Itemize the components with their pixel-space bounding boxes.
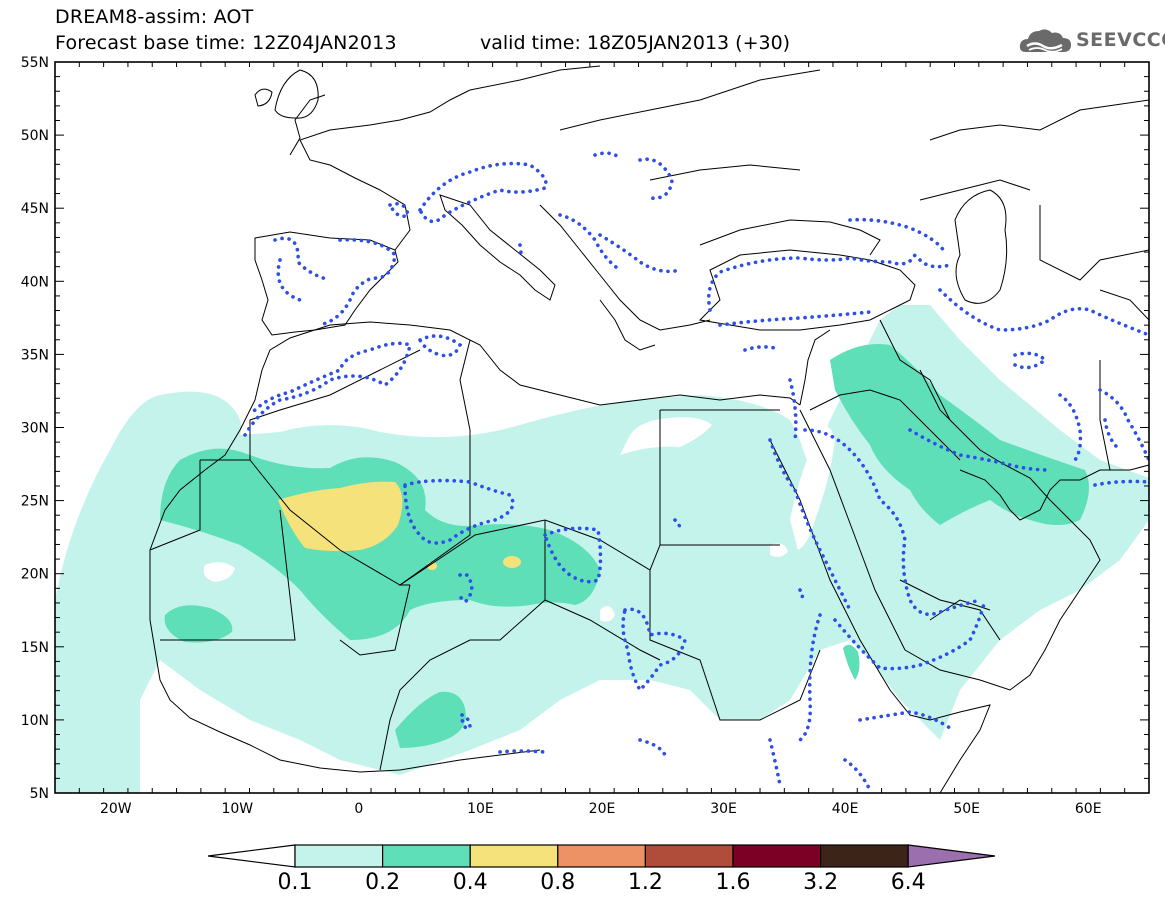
lat-tick-label: 25N	[21, 494, 49, 510]
lon-tick-label: 30E	[710, 801, 737, 817]
axis-ticks: 20W 10W 0 10E 20E 30E 40E 50E 60E 55N 50N 45N 40N 35N…	[21, 55, 1150, 817]
lat-tick-label: 15N	[21, 640, 49, 656]
map-title: DREAM8-assim: AOT	[55, 6, 254, 28]
lon-tick-label: 40E	[832, 801, 859, 817]
lat-tick-label: 40N	[21, 274, 49, 290]
lat-tick-label: 30N	[21, 421, 49, 437]
colorbar-label: 1.2	[627, 870, 663, 895]
lon-tick-label: 60E	[1075, 801, 1102, 817]
lat-tick-label: 35N	[21, 347, 49, 363]
valid-time: valid time: 18Z05JAN2013 (+30)	[480, 32, 791, 54]
colorbar-arrow-high	[907, 844, 996, 868]
lat-tick-label: 55N	[21, 55, 49, 71]
lon-tick-label: 0	[354, 801, 363, 817]
lon-tick-label: 10W	[221, 801, 253, 817]
lon-tick-label: 10E	[467, 801, 494, 817]
colorbar-label: 0.2	[365, 870, 401, 895]
colorbar-box	[294, 844, 384, 868]
coastlines	[149, 65, 1149, 793]
colorbar-label: 1.6	[715, 870, 751, 895]
seevccc-logo: SEEVCCC	[1018, 24, 1165, 58]
aot-shading-0-2	[160, 344, 1089, 748]
colorbar-label: 0.1	[277, 870, 313, 895]
lat-tick-label: 45N	[21, 201, 49, 217]
logo-text: SEEVCCC	[1076, 29, 1165, 51]
colorbar-label: 0.4	[452, 870, 488, 895]
lon-tick-label: 20W	[100, 801, 132, 817]
lon-tick-label: 50E	[953, 801, 980, 817]
colorbar	[207, 844, 996, 868]
lon-tick-label: 20E	[589, 801, 616, 817]
colorbar-box	[644, 844, 734, 868]
aot-dotted-contours	[243, 151, 1149, 792]
colorbar-arrow-low	[207, 844, 296, 868]
colorbar-box	[469, 844, 559, 868]
aot-shading-0-4	[278, 481, 521, 570]
lat-tick-label: 5N	[30, 786, 49, 802]
colorbar-box	[819, 844, 909, 868]
colorbar-label: 3.2	[803, 870, 839, 895]
colorbar-box	[732, 844, 822, 868]
colorbar-label: 0.8	[540, 870, 576, 895]
colorbar-label: 6.4	[890, 870, 926, 895]
lat-tick-label: 50N	[21, 128, 49, 144]
colorbar-box	[557, 844, 646, 868]
forecast-base-time: Forecast base time: 12Z04JAN2013	[55, 32, 397, 54]
colorbar-box	[382, 844, 471, 868]
lat-tick-label: 20N	[21, 567, 49, 583]
lat-tick-label: 10N	[21, 713, 49, 729]
cloud-logo-icon	[1019, 29, 1071, 53]
